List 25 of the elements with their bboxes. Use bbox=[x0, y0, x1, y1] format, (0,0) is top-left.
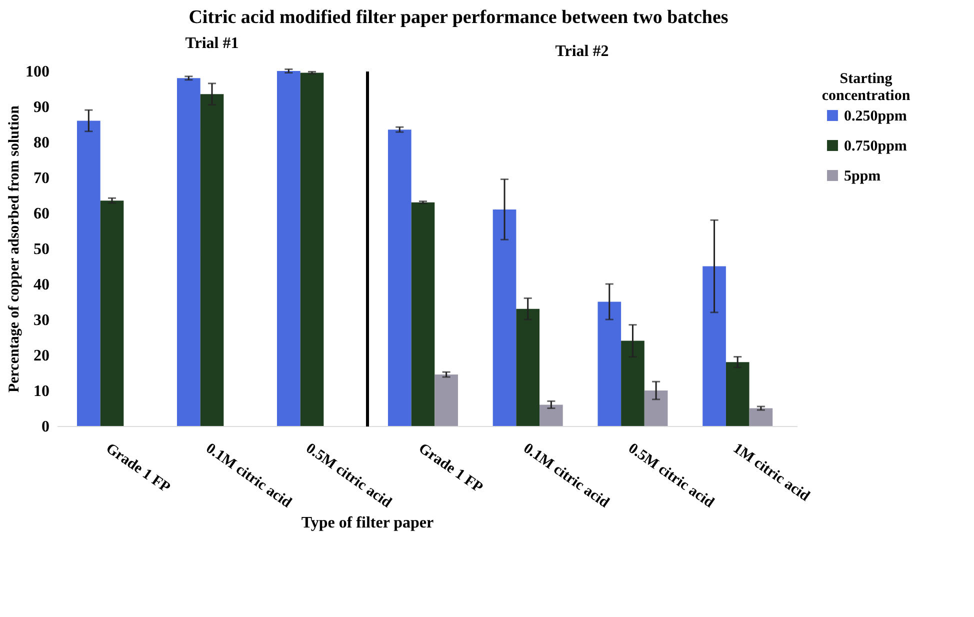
legend-label: 5ppm bbox=[844, 168, 882, 184]
y-tick-label: 60 bbox=[34, 206, 50, 222]
y-tick-label: 70 bbox=[34, 170, 50, 187]
y-tick-label: 10 bbox=[34, 383, 50, 400]
y-tick-label: 30 bbox=[34, 312, 50, 329]
x-tick-label: 0.1M citric acid bbox=[520, 440, 612, 512]
x-tick-label: 0.5M citric acid bbox=[625, 440, 718, 512]
y-tick-label: 40 bbox=[34, 276, 50, 294]
y-tick-label: 80 bbox=[34, 134, 50, 152]
y-tick-label: 50 bbox=[34, 241, 50, 258]
y-tick-label: 90 bbox=[34, 99, 50, 116]
y-tick-label: 100 bbox=[26, 64, 50, 80]
x-tick-label: 0.5M citric acid bbox=[302, 440, 395, 512]
y-tick-label: 20 bbox=[34, 348, 50, 364]
x-axis-title: Type of filter paper bbox=[301, 514, 434, 532]
legend-title: Starting concentration bbox=[822, 71, 911, 104]
text: Citric acid modified filter paper performance between two batches bbox=[188, 7, 728, 28]
legend-label: 0.250ppm bbox=[844, 108, 908, 124]
chart-subtitle: Trial #1 bbox=[185, 35, 239, 52]
y-tick-label: 0 bbox=[42, 418, 50, 436]
x-tick-label: 0.1M citric acid bbox=[202, 440, 295, 512]
x-tick-label: 1M citric acid bbox=[730, 440, 813, 506]
y-axis-title: Percentage of copper adsorbed from solution bbox=[6, 104, 22, 393]
chart-subtitle: Trial #2 bbox=[555, 43, 609, 60]
legend-label: 0.750ppm bbox=[844, 138, 908, 154]
